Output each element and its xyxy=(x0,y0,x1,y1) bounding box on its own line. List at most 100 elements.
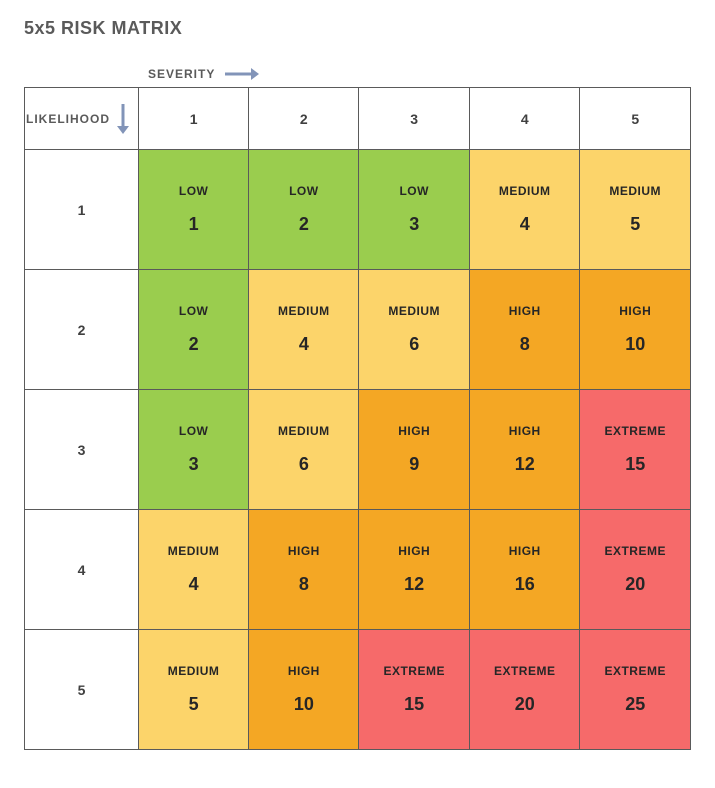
severity-header: 1 xyxy=(139,88,249,150)
risk-cell: LOW 3 xyxy=(359,150,470,270)
risk-cell-category: LOW xyxy=(179,304,209,318)
risk-cell-category: LOW xyxy=(179,184,209,198)
risk-cell-value: 1 xyxy=(189,214,199,235)
risk-cell: HIGH 9 xyxy=(359,390,470,510)
risk-cell-category: HIGH xyxy=(398,424,430,438)
likelihood-header: 3 xyxy=(25,390,139,510)
risk-cell-value: 5 xyxy=(189,694,199,715)
risk-cell-value: 4 xyxy=(520,214,530,235)
risk-cell-value: 3 xyxy=(189,454,199,475)
risk-cell: LOW 2 xyxy=(139,270,249,390)
risk-cell-value: 20 xyxy=(515,694,535,715)
risk-cell-category: EXTREME xyxy=(383,664,445,678)
likelihood-header: 1 xyxy=(25,150,139,270)
risk-cell-value: 12 xyxy=(404,574,424,595)
arrow-down-icon xyxy=(116,104,130,134)
risk-cell-value: 20 xyxy=(625,574,645,595)
matrix-row: 1 LOW 1 LOW 2 LOW 3 MEDIUM 4 MEDIUM 5 xyxy=(25,150,691,270)
risk-cell-category: MEDIUM xyxy=(168,664,220,678)
risk-cell: HIGH 10 xyxy=(580,270,691,390)
risk-cell-category: HIGH xyxy=(288,544,320,558)
matrix-row: 3 LOW 3 MEDIUM 6 HIGH 9 HIGH 12 EXTREME 15 xyxy=(25,390,691,510)
risk-cell: MEDIUM 5 xyxy=(139,630,249,750)
risk-cell-category: MEDIUM xyxy=(499,184,551,198)
severity-header: 3 xyxy=(359,88,470,150)
risk-cell-value: 10 xyxy=(625,334,645,355)
severity-axis-label-row: SEVERITY xyxy=(148,67,691,81)
risk-cell-category: MEDIUM xyxy=(388,304,440,318)
risk-cell: HIGH 10 xyxy=(249,630,359,750)
risk-cell-value: 15 xyxy=(404,694,424,715)
severity-header: 5 xyxy=(580,88,691,150)
risk-cell-category: LOW xyxy=(399,184,429,198)
risk-cell: MEDIUM 6 xyxy=(359,270,470,390)
risk-cell-value: 6 xyxy=(299,454,309,475)
risk-cell: EXTREME 20 xyxy=(469,630,580,750)
risk-cell: MEDIUM 4 xyxy=(139,510,249,630)
likelihood-header: 4 xyxy=(25,510,139,630)
matrix-row: 4 MEDIUM 4 HIGH 8 HIGH 12 HIGH 16 EXTREME 20 xyxy=(25,510,691,630)
risk-cell-value: 2 xyxy=(189,334,199,355)
risk-cell: LOW 3 xyxy=(139,390,249,510)
likelihood-header: 5 xyxy=(25,630,139,750)
severity-header: 2 xyxy=(249,88,359,150)
severity-header-row: LIKELIHOOD 1 2 3 4 5 xyxy=(25,88,691,150)
risk-cell-category: EXTREME xyxy=(494,664,556,678)
risk-cell-category: HIGH xyxy=(509,424,541,438)
risk-cell: MEDIUM 4 xyxy=(249,270,359,390)
risk-cell-value: 4 xyxy=(189,574,199,595)
risk-cell: HIGH 12 xyxy=(359,510,470,630)
risk-cell-category: HIGH xyxy=(619,304,651,318)
risk-cell: HIGH 12 xyxy=(469,390,580,510)
risk-cell-category: EXTREME xyxy=(604,544,666,558)
likelihood-axis-corner: LIKELIHOOD xyxy=(25,88,139,150)
severity-axis-label: SEVERITY xyxy=(148,67,215,81)
risk-cell-category: MEDIUM xyxy=(278,304,330,318)
risk-cell-value: 4 xyxy=(299,334,309,355)
likelihood-header: 2 xyxy=(25,270,139,390)
risk-cell: LOW 1 xyxy=(139,150,249,270)
risk-cell-category: HIGH xyxy=(288,664,320,678)
risk-cell-value: 2 xyxy=(299,214,309,235)
risk-cell-value: 6 xyxy=(409,334,419,355)
risk-cell: MEDIUM 5 xyxy=(580,150,691,270)
risk-cell-value: 3 xyxy=(409,214,419,235)
matrix-row: 5 MEDIUM 5 HIGH 10 EXTREME 15 EXTREME 20 EXTREME 2… xyxy=(25,630,691,750)
risk-cell: HIGH 8 xyxy=(469,270,580,390)
risk-matrix-table: LIKELIHOOD 1 2 3 4 5 1LOW1LOW2LOW3MEDIUM… xyxy=(24,87,691,750)
risk-cell-value: 16 xyxy=(515,574,535,595)
arrow-right-icon xyxy=(225,67,259,81)
risk-cell-value: 12 xyxy=(515,454,535,475)
risk-cell: HIGH 8 xyxy=(249,510,359,630)
risk-cell-category: EXTREME xyxy=(604,424,666,438)
risk-cell-category: LOW xyxy=(179,424,209,438)
matrix-row: 2 LOW 2 MEDIUM 4 MEDIUM 6 HIGH 8 HIGH 10 xyxy=(25,270,691,390)
matrix-body: 1LOW1LOW2LOW3MEDIUM4MEDIUM52LOW2MEDIUM4M… xyxy=(25,150,691,750)
risk-cell-category: HIGH xyxy=(509,304,541,318)
risk-cell: MEDIUM 4 xyxy=(469,150,580,270)
risk-cell-category: LOW xyxy=(289,184,319,198)
risk-cell: EXTREME 25 xyxy=(580,630,691,750)
risk-cell: EXTREME 20 xyxy=(580,510,691,630)
risk-cell: LOW 2 xyxy=(249,150,359,270)
risk-cell-category: MEDIUM xyxy=(278,424,330,438)
risk-cell-category: EXTREME xyxy=(604,664,666,678)
risk-cell-value: 8 xyxy=(299,574,309,595)
risk-cell: EXTREME 15 xyxy=(359,630,470,750)
risk-cell-category: MEDIUM xyxy=(609,184,661,198)
risk-cell-value: 8 xyxy=(520,334,530,355)
risk-cell-category: MEDIUM xyxy=(168,544,220,558)
risk-cell: EXTREME 15 xyxy=(580,390,691,510)
risk-cell: HIGH 16 xyxy=(469,510,580,630)
risk-cell-value: 15 xyxy=(625,454,645,475)
severity-header: 4 xyxy=(469,88,580,150)
risk-cell-category: HIGH xyxy=(398,544,430,558)
risk-cell-category: HIGH xyxy=(509,544,541,558)
risk-cell-value: 10 xyxy=(294,694,314,715)
likelihood-axis-label: LIKELIHOOD xyxy=(26,112,110,126)
risk-cell-value: 9 xyxy=(409,454,419,475)
risk-cell: MEDIUM 6 xyxy=(249,390,359,510)
page-title: 5x5 RISK MATRIX xyxy=(24,18,691,39)
risk-cell-value: 5 xyxy=(630,214,640,235)
risk-cell-value: 25 xyxy=(625,694,645,715)
